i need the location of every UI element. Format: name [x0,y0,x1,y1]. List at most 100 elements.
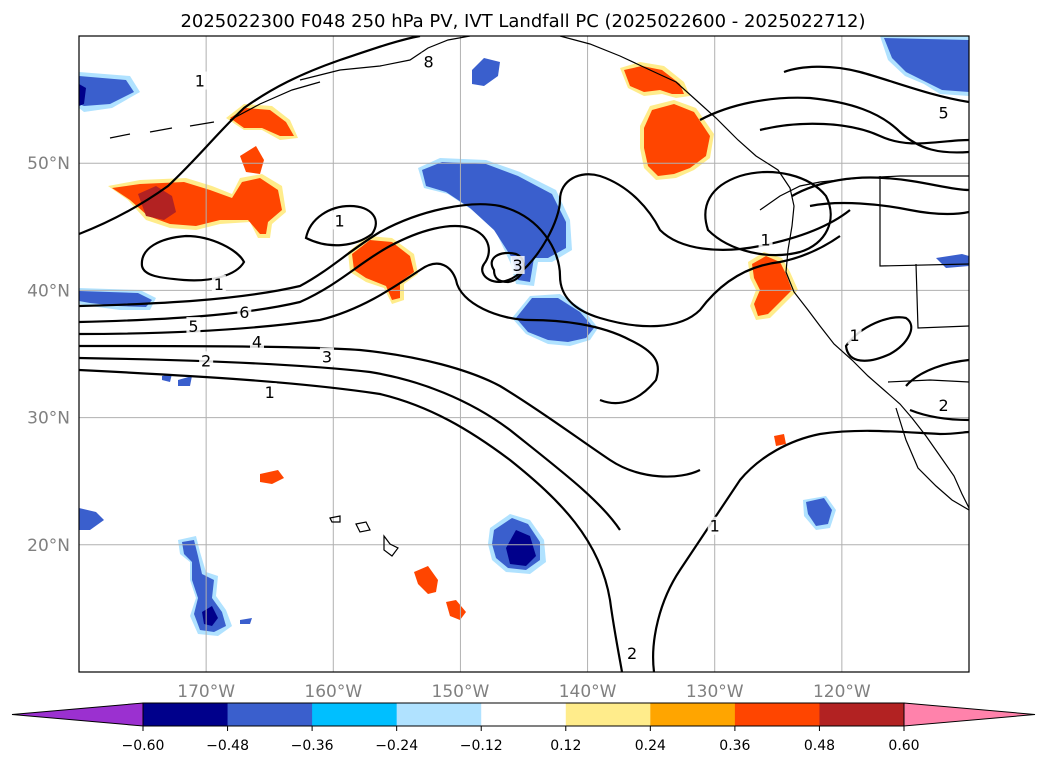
latitude-axis: 50°N 40°N 30°N 20°N [27,154,70,556]
colorbar-tick-label: 0.48 [804,738,835,754]
contour-label: 1 [710,517,720,536]
chart-title: 2025022300 F048 250 hPa PV, IVT Landfall… [180,11,865,32]
aleutian-islands [109,121,215,139]
contour-label-bg [192,71,207,90]
hawaii-islands [329,515,399,557]
contour-label-bg [847,325,862,344]
anomaly-region [644,104,710,176]
anomaly-region [182,540,226,632]
aleutian-coastline [229,81,321,121]
positive-anomaly-regions [108,62,798,620]
colorbar-swatch [312,703,398,726]
contour-label-bg [625,643,640,662]
anomaly-region [774,434,786,446]
contour-label-bg [332,211,347,230]
contour-label: 6 [239,303,249,322]
anomaly-region [260,470,284,484]
contour-label-bg [237,303,252,322]
state-borders [915,263,969,329]
anomaly-region [624,66,684,94]
lon-tick-label: 130°W [686,682,744,702]
anomaly-region [446,600,466,620]
pv-contour [791,176,969,197]
anomaly-region [240,618,252,624]
contour-label: 1 [214,275,224,294]
lon-tick-label: 150°W [432,682,490,702]
contour-label: 2 [201,351,211,370]
coastlines [109,36,969,557]
anomaly-region [240,146,264,174]
pv-contour [79,173,851,324]
anomaly-region [79,84,86,106]
us-canada-border [759,175,969,211]
colorbar-swatch [565,703,651,726]
anomaly-region [79,76,134,106]
contour-label-bg [936,395,951,414]
colorbar-swatch [227,703,313,726]
alaska-coastline [299,36,471,81]
colorbar-swatch [734,703,820,726]
contour-label-bg [186,317,201,336]
us-mexico-border [887,379,969,383]
colorbar-tick-label: −0.12 [460,738,503,754]
pv-contour [79,36,421,236]
colorbar-extend-max [903,702,1036,727]
pv-contour [79,356,621,531]
pv-contour [905,358,969,387]
lat-tick-label: 30°N [27,409,70,429]
pv-contour [783,65,969,104]
lon-tick-label: 160°W [304,682,362,702]
anomaly-region [752,256,792,316]
contour-label: 4 [252,332,262,351]
colorbar-tick-label: −0.36 [291,738,334,754]
colorbar-tick-label: −0.48 [206,738,249,754]
baja-coastline [895,407,969,511]
contour-label: 5 [188,317,198,336]
contour-label: 1 [335,211,345,230]
anomaly-region [178,376,192,386]
map-frame [78,35,970,673]
lat-tick-label: 20°N [27,536,70,556]
pv-contour [304,204,377,247]
contour-label-bg [936,103,951,122]
lon-tick-label: 170°W [177,682,235,702]
contour-labels: 1 8 5 1 1 1 3 6 5 4 3 2 1 1 2 1 2 [186,52,951,663]
colorbar-swatch [143,703,229,726]
pv-contour [79,203,841,328]
pv-contour [79,368,624,672]
contour-label-bg [421,52,436,71]
contour-label-bg [211,275,226,294]
anomaly-region [138,186,176,220]
colorbar-tick-label: 0.12 [550,738,581,754]
colorbar-swatch [481,703,567,726]
contour-label-bg [250,332,264,351]
colorbar-swatch [650,703,736,726]
colorbar-tick-label: −0.24 [375,738,418,754]
anomaly-region [162,374,172,382]
anomaly-region [884,38,969,92]
colorbar-tick-label: 0.24 [635,738,666,754]
colorbar-tick-label: 0.36 [719,738,750,754]
colorbar-tick-label: 0.60 [888,738,919,754]
colorbar-extend-min [11,702,144,727]
contour-label-bg [510,255,525,274]
contour-label: 8 [424,52,434,71]
colorbar-tick-label: −0.60 [122,738,165,754]
contour-label: 2 [938,396,948,415]
contour-label-bg [758,230,773,249]
lat-tick-label: 50°N [27,154,70,174]
contour-label: 5 [938,103,948,122]
anomaly-region [506,530,536,566]
longitude-axis: 170°W 160°W 150°W 140°W 130°W 120°W [177,682,871,702]
contour-label-bg [262,383,277,402]
anomaly-region [79,291,152,307]
lon-tick-label: 120°W [813,682,871,702]
contour-label: 3 [513,256,523,275]
contour-label-bg [199,351,214,370]
pv-contour [809,201,969,216]
anomaly-region [79,508,104,530]
pv-contour [704,171,832,257]
contour-label-bg [319,347,334,366]
colorbar-swatch [819,703,905,726]
